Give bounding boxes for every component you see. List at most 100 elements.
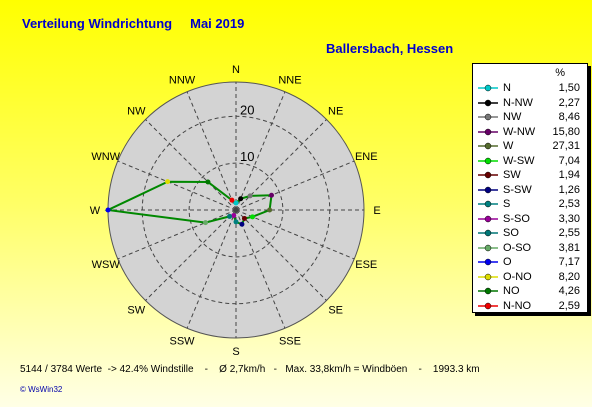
direction-label: ESE [355, 259, 377, 271]
grid-spoke [145, 209, 237, 301]
legend-label: SW [503, 169, 521, 181]
legend-value: 1,94 [558, 169, 580, 181]
legend-label: O [503, 256, 512, 268]
legend-item: N-NW 2,27 [473, 96, 587, 112]
data-point [203, 220, 209, 226]
legend-value: 27,31 [552, 140, 580, 152]
grid-spoke [117, 160, 237, 211]
chart-title: Verteilung Windrichtung Mai 2019 [22, 16, 244, 31]
legend-item: O-NO 8,20 [473, 270, 587, 286]
legend-header: % [555, 67, 565, 79]
grid-spoke [235, 209, 286, 329]
legend-label: S [503, 198, 511, 210]
legend-value: 2,55 [558, 227, 580, 239]
direction-label: SE [328, 305, 343, 317]
legend-marker [478, 113, 498, 121]
legend-value: 3,30 [558, 212, 580, 225]
direction-label: E [373, 205, 380, 217]
legend-item: NO 4,26 [473, 284, 587, 300]
legend-item: W 27,31 [473, 139, 587, 155]
legend-marker [478, 128, 498, 135]
grid-spoke [117, 209, 237, 260]
legend-item: O-SO 3,81 [473, 241, 587, 257]
legend-marker [478, 200, 498, 208]
legend-item: W-NW 15,80 [473, 125, 587, 141]
legend-label: N [503, 82, 511, 94]
direction-label: WNW [91, 151, 120, 163]
legend-item: NW 8,46 [473, 110, 587, 126]
legend-value: 3,81 [558, 241, 580, 254]
footer-separator: - [273, 364, 277, 375]
direction-label: ENE [355, 151, 378, 163]
legend-label: W-NW [503, 125, 536, 138]
grid-spoke [186, 209, 237, 329]
legend-label: O-NO [503, 270, 532, 283]
footer-separator: - [418, 364, 422, 375]
legend-value: 1,26 [558, 183, 580, 196]
data-point [105, 207, 111, 213]
data-point [249, 214, 255, 220]
legend-marker [478, 273, 498, 280]
data-point [241, 215, 247, 221]
data-point [239, 221, 245, 227]
legend-value: 2,27 [558, 96, 580, 109]
footer-max: Max. 33,8km/h = Windböen [285, 364, 408, 375]
footer-calm: -> 42.4% Windstille [107, 364, 194, 375]
grid-spoke [235, 91, 286, 211]
direction-label: NNE [278, 75, 301, 87]
ring-label: 10 [240, 149, 254, 164]
legend-marker [478, 99, 498, 106]
legend-marker [478, 229, 498, 237]
location-label: Ballersbach, Hessen [326, 41, 454, 56]
data-point [233, 219, 239, 225]
legend-label: W-SW [503, 154, 535, 167]
legend-value: 7,04 [558, 154, 580, 167]
ring-label: 20 [240, 102, 254, 117]
legend-value: 8,20 [558, 270, 580, 283]
legend-marker [478, 142, 498, 150]
title-text: Verteilung Windrichtung [22, 16, 173, 31]
data-point [165, 179, 171, 185]
direction-label: NE [328, 105, 343, 117]
legend-item: N-NO 2,59 [473, 299, 587, 315]
direction-label: S [232, 346, 239, 358]
grid-spoke [145, 119, 237, 211]
legend: % N 1,50 N-NW 2,27 NW 8,46 W-NW 15,80 W 27,31 W-SW… [472, 63, 588, 313]
legend-label: S-SO [503, 212, 530, 225]
legend-label: N-NO [503, 299, 532, 312]
legend-marker [478, 244, 498, 251]
legend-marker [478, 215, 498, 222]
grid-spoke [235, 160, 355, 211]
legend-item: N 1,50 [473, 81, 587, 97]
footer-average: Ø 2,7km/h [219, 364, 266, 375]
legend-value: 15,80 [552, 125, 580, 138]
data-point [267, 207, 273, 213]
footer-counts: 5144 / 3784 Werte [20, 364, 103, 375]
legend-item: S-SW 1,26 [473, 183, 587, 199]
legend-value: 1,50 [558, 82, 580, 94]
data-point [247, 193, 253, 199]
legend-item: S 2,53 [473, 197, 587, 213]
data-point [205, 179, 211, 185]
legend-marker [478, 258, 498, 266]
legend-item: O 7,17 [473, 255, 587, 271]
direction-label: N [232, 64, 240, 76]
legend-item: SO 2,55 [473, 226, 587, 242]
data-point [229, 197, 235, 203]
legend-marker [478, 157, 498, 164]
legend-marker [478, 84, 498, 92]
data-point [269, 192, 275, 198]
legend-value: 4,26 [558, 285, 580, 297]
legend-item: S-SO 3,30 [473, 212, 587, 228]
grid-spoke [186, 91, 237, 211]
grid-spoke [235, 209, 355, 260]
legend-label: W [503, 140, 514, 152]
direction-label: W [90, 205, 101, 217]
month-text: Mai 2019 [190, 16, 245, 31]
direction-label: NW [127, 105, 146, 117]
legend-value: 7,17 [558, 256, 580, 268]
legend-marker [478, 302, 498, 309]
footer-separator: - [204, 364, 209, 375]
legend-value: 8,46 [558, 111, 580, 123]
